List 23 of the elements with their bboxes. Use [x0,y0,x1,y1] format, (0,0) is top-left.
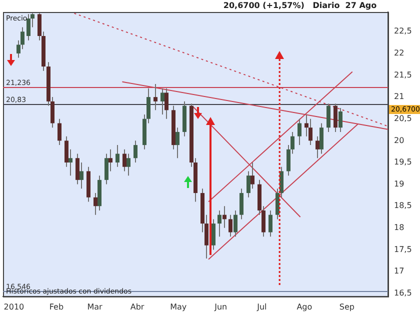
y-tick-label: 18,5 [394,201,412,210]
x-tick-label: Feb [49,302,64,312]
y-tick-label: 16,5 [394,288,412,298]
y-tick-label: 21 [394,92,404,102]
y-tick-label: 22 [394,48,404,58]
y-tick-label: 17 [394,266,404,276]
y-tick-label: 18 [394,222,404,232]
x-tick-label: 2010 [4,302,24,312]
y-tick-label: 19,5 [394,158,412,167]
y-tick-label: 21,5 [394,70,412,80]
y-tick-label: 19 [394,179,404,188]
x-tick-label: Sep [339,302,354,312]
y-tick-label: 20,5 [394,114,412,123]
x-tick-label: Mar [87,302,104,312]
x-tick-label: Jul [256,302,267,312]
y-tick-label: 17,5 [394,244,412,254]
x-tick-label: Jun [214,302,228,312]
y-tick-label: 22,5 [394,26,412,36]
y-tick-label: 20 [394,136,404,145]
chart-title: 20,6700 (+1,57%) Diario 27 Ago [223,1,378,10]
x-tick-label: May [170,302,187,312]
x-tick-label: Abr [130,302,145,312]
x-tick-label: Ago [296,302,312,312]
